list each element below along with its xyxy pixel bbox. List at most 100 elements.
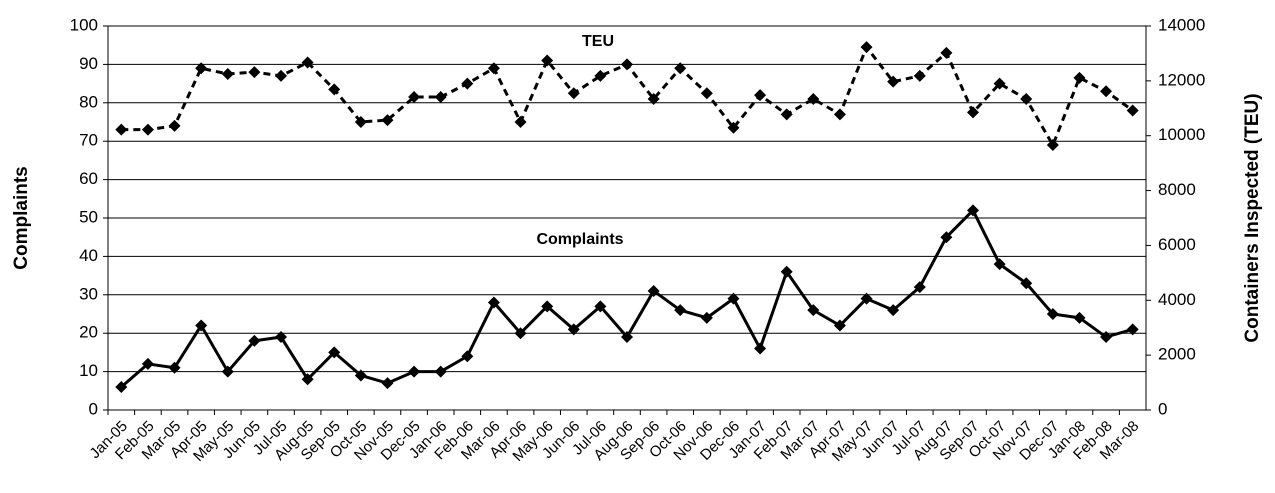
marker [860,41,873,54]
marker [913,69,926,82]
marker [1126,104,1139,117]
marker [567,87,580,100]
marker [594,300,607,313]
marker [1100,331,1113,344]
marker [434,365,447,378]
marker [567,323,580,336]
marker [301,373,314,386]
marker [1020,92,1033,105]
marker [594,69,607,82]
marker [514,327,527,340]
series-line [120,207,1134,389]
marker [913,281,926,294]
marker [541,300,554,313]
marker [807,304,820,317]
marker [833,319,846,332]
marker [780,265,793,278]
y-tick-label: 80 [79,92,98,111]
marker [674,304,687,317]
marker [461,350,474,363]
marker [780,108,793,121]
marker [833,108,846,121]
marker [541,54,554,67]
marker [487,296,500,309]
marker [328,83,341,96]
marker [221,68,234,80]
marker [195,62,208,75]
marker [328,346,341,359]
marker [1126,323,1139,336]
marker [1046,308,1059,320]
y2-tick-label: 4000 [1158,290,1196,309]
marker [1020,277,1033,290]
marker [141,123,154,136]
y2-tick-label: 6000 [1158,235,1196,254]
marker [195,319,208,332]
marker [301,56,314,69]
marker [168,119,181,132]
marker [700,311,713,324]
marker [487,62,500,75]
marker [434,91,447,104]
y2-tick-label: 10000 [1158,125,1205,144]
marker [275,69,287,82]
marker [408,91,421,104]
marker [647,92,660,105]
marker [381,114,394,127]
marker [354,369,367,382]
marker [621,58,633,71]
y2-tick-label: 12000 [1158,70,1205,89]
y-tick-label: 90 [79,54,98,73]
y-tick-label: 100 [70,15,98,34]
series-label: TEU [582,33,614,50]
marker [967,106,979,119]
y-tick-label: 40 [79,246,98,265]
marker [1100,85,1113,98]
y2-tick-label: 14000 [1158,15,1205,34]
marker [700,87,713,100]
marker [354,116,367,128]
marker [1073,71,1086,84]
y-tick-label: 0 [89,399,98,418]
marker [408,365,421,378]
marker [940,231,953,244]
marker [514,116,527,128]
marker [1046,139,1059,152]
marker [727,292,740,305]
marker [141,357,154,370]
y-tick-label: 20 [79,323,98,342]
y2-tick-label: 0 [1158,399,1167,418]
marker [993,258,1006,271]
marker [381,377,394,390]
marker [248,66,261,79]
marker [115,123,128,136]
marker [647,284,660,297]
y-tick-label: 10 [79,361,98,380]
marker [461,77,474,90]
marker [993,77,1006,90]
marker [221,365,234,378]
y2-axis-title: Containers Inspected (TEU) [1242,93,1263,342]
marker [940,46,953,59]
y2-tick-label: 8000 [1158,180,1196,199]
marker [887,75,900,88]
marker [115,380,128,393]
marker [621,331,633,344]
y-tick-label: 60 [79,169,98,188]
y2-tick-label: 2000 [1158,345,1196,364]
marker [860,292,873,305]
marker [887,304,900,317]
series-label: Complaints [536,231,623,248]
y-tick-label: 30 [79,284,98,303]
marker [807,92,820,105]
marker [168,361,181,374]
marker [754,89,767,102]
marker [754,342,767,355]
y-axis-title: Complaints [11,166,32,269]
marker [967,204,979,217]
marker [1073,311,1086,324]
marker [674,62,687,75]
marker [727,121,740,134]
y-tick-label: 50 [79,207,98,226]
